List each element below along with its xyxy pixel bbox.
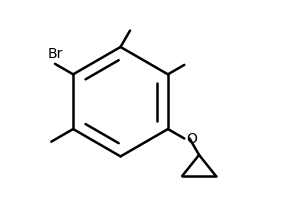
Text: Br: Br bbox=[47, 47, 63, 61]
Text: O: O bbox=[186, 132, 197, 146]
